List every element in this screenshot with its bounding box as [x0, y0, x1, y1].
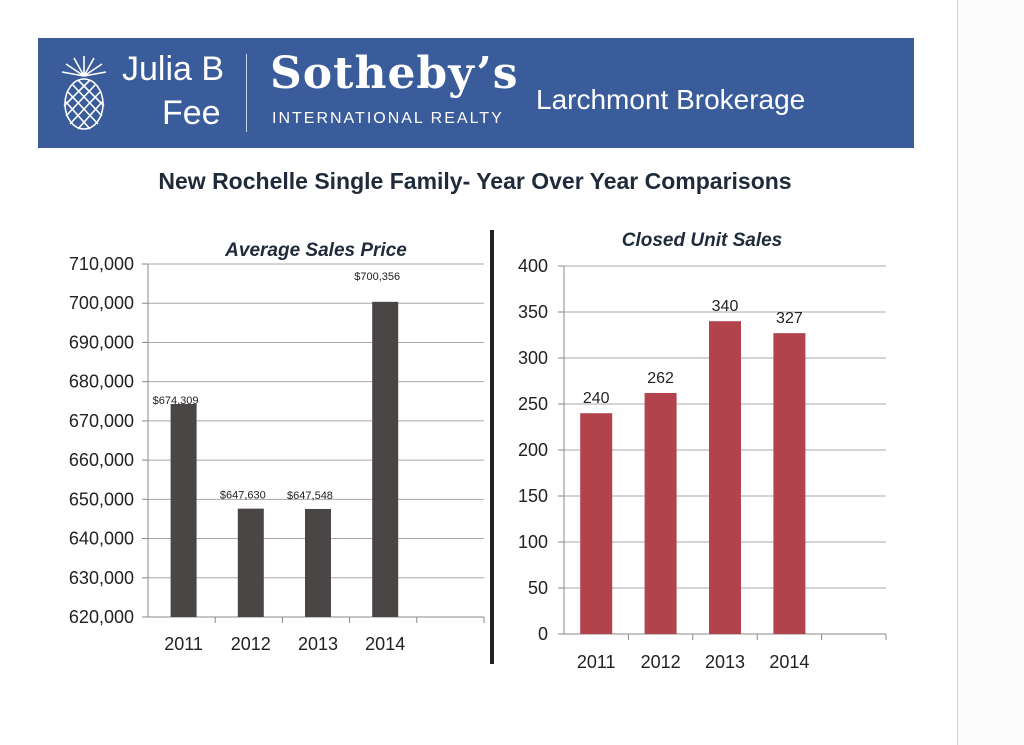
- y-tick-label: 640,000: [69, 529, 134, 549]
- data-label: $647,548: [287, 490, 333, 502]
- y-tick-label: 0: [538, 624, 548, 644]
- data-label: $700,356: [354, 271, 400, 283]
- y-tick-label: 690,000: [69, 332, 134, 352]
- y-tick-label: 680,000: [69, 372, 134, 392]
- y-tick-label: 350: [518, 302, 548, 322]
- header-banner: Julia B Fee Sotheby’s INTERNATIONAL REAL…: [38, 38, 914, 148]
- x-tick-label: 2011: [577, 652, 616, 672]
- logo-separator: [246, 54, 247, 132]
- data-label: 262: [647, 370, 674, 387]
- data-label: $674,309: [153, 395, 199, 407]
- brand-subtitle: INTERNATIONAL REALTY: [272, 110, 504, 127]
- y-tick-label: 670,000: [69, 411, 134, 431]
- data-label: $647,630: [220, 490, 266, 502]
- y-tick-label: 50: [528, 578, 548, 598]
- brand-name: Sotheby’s: [270, 48, 519, 99]
- data-label: 340: [712, 298, 739, 315]
- y-tick-label: 660,000: [69, 450, 134, 470]
- y-tick-label: 300: [518, 348, 548, 368]
- page-edge: [957, 0, 1024, 745]
- y-tick-label: 250: [518, 394, 548, 414]
- x-tick-label: 2013: [298, 634, 338, 654]
- data-label: 327: [776, 310, 803, 327]
- bar: [773, 333, 806, 634]
- y-tick-label: 630,000: [69, 568, 134, 588]
- y-tick-label: 100: [518, 532, 548, 552]
- y-tick-label: 150: [518, 486, 548, 506]
- bar: [644, 392, 677, 634]
- x-tick-label: 2014: [365, 634, 405, 654]
- x-tick-label: 2012: [641, 652, 681, 672]
- x-tick-label: 2011: [164, 634, 203, 654]
- pineapple-icon: [61, 56, 107, 130]
- bar: [709, 321, 741, 634]
- y-tick-label: 650,000: [69, 489, 134, 509]
- y-tick-label: 700,000: [69, 293, 134, 313]
- y-tick-label: 200: [518, 440, 548, 460]
- average-sales-price-chart: Average Sales Price 620,000 630,000 640,000…: [69, 240, 485, 654]
- chart-title: Closed Unit Sales: [622, 230, 783, 251]
- y-tick-label: 400: [518, 256, 548, 276]
- bar: [372, 301, 399, 617]
- x-tick-label: 2012: [231, 634, 271, 654]
- bar: [170, 403, 197, 617]
- y-tick-label: 620,000: [69, 607, 134, 627]
- closed-unit-sales-chart: Closed Unit Sales 0 50 100 150 200 250 300 350 40…: [518, 230, 887, 672]
- brokerage-name: Larchmont Brokerage: [536, 84, 806, 115]
- page-title: New Rochelle Single Family- Year Over Ye…: [158, 168, 792, 194]
- bar: [305, 508, 331, 617]
- bar: [237, 508, 264, 617]
- x-tick-label: 2014: [769, 652, 809, 672]
- bar: [580, 413, 613, 634]
- x-tick-label: 2013: [705, 652, 745, 672]
- logo-name-line1: Julia B: [122, 50, 225, 88]
- y-tick-label: 710,000: [69, 254, 134, 274]
- logo-name-line2: Fee: [162, 94, 221, 132]
- chart-divider: [490, 230, 494, 664]
- chart-title: Average Sales Price: [224, 240, 407, 261]
- data-label: 240: [583, 390, 610, 407]
